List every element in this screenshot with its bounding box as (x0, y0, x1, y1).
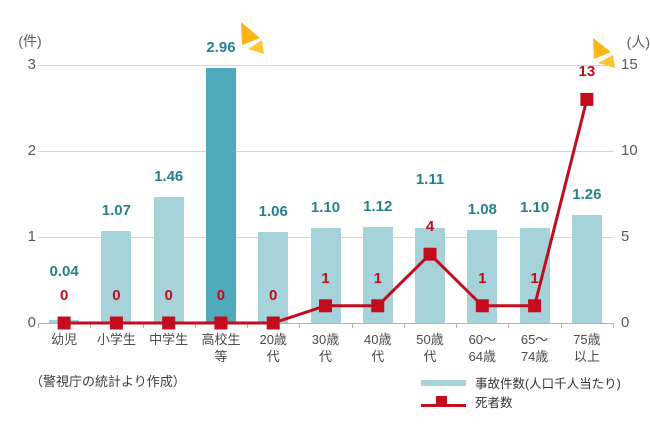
x-axis-tick (90, 323, 92, 328)
accident-rate-value-label: 1.26 (572, 185, 602, 203)
x-axis-category-label: 20歳 代 (259, 332, 287, 364)
x-axis-tick (456, 323, 458, 328)
legend-item-accidents: 事故件数(人口千人当たり) (421, 374, 621, 391)
x-axis-line (38, 323, 613, 324)
left-axis-tick: 0 (27, 314, 36, 331)
x-axis-tick (403, 323, 405, 328)
x-axis-tick (247, 323, 249, 328)
x-axis-tick (560, 323, 562, 328)
accident-rate-value-label: 1.07 (101, 201, 131, 219)
accident-rate-value-label: 0.04 (49, 262, 79, 280)
x-axis-tick (142, 323, 144, 328)
accident-rate-bar (101, 230, 132, 323)
deaths-value-label: 1 (373, 269, 382, 287)
x-axis-category-label: 高校生 等 (201, 332, 241, 364)
accent-arrow-icon (593, 38, 615, 68)
x-axis-category-label: 50歳 代 (416, 332, 444, 364)
legend-bar-swatch (421, 379, 466, 386)
left-axis-tick: 3 (27, 56, 36, 73)
accident-rate-bar (258, 231, 289, 323)
right-axis-unit: (人) (626, 34, 650, 50)
deaths-value-label: 4 (425, 218, 435, 236)
accident-rate-bar (153, 197, 184, 323)
x-axis-tick (38, 323, 39, 328)
legend-label-accidents: 事故件数(人口千人当たり) (475, 377, 621, 391)
deaths-value-label: 13 (578, 63, 596, 81)
x-axis-category-label: 75歳 以上 (573, 332, 601, 364)
left-axis-tick: 2 (27, 142, 36, 159)
right-axis-tick: 0 (621, 314, 630, 331)
x-axis-category-label: 幼児 (51, 332, 78, 347)
gridline (38, 151, 613, 152)
x-axis-category-label: 65〜 74歳 (520, 332, 549, 364)
x-axis-category-label: 40歳 代 (364, 332, 392, 364)
x-axis-category-label: 30歳 代 (311, 332, 340, 364)
x-axis-category-label: 60〜 64歳 (468, 332, 497, 364)
right-axis-tick: 15 (621, 56, 638, 73)
legend-item-deaths: 死者数 (421, 393, 621, 410)
right-axis-tick: 10 (621, 142, 638, 159)
accident-rate-value-label: 1.11 (415, 170, 445, 188)
deaths-marker (580, 92, 594, 106)
left-axis-unit: (件) (18, 33, 42, 49)
legend: 事故件数(人口千人当たり) 死者数 (421, 374, 621, 412)
right-axis-tick: 5 (621, 228, 630, 245)
x-axis-tick (299, 323, 301, 328)
x-axis-category-label: 小学生 (96, 332, 136, 347)
x-axis-category-label: 中学生 (149, 332, 189, 347)
deaths-value-label: 0 (269, 287, 278, 304)
legend-label-deaths: 死者数 (475, 396, 513, 410)
legend-line-swatch (421, 395, 466, 409)
accident-rate-bar (205, 68, 236, 323)
left-axis-tick: 1 (27, 228, 36, 245)
x-axis-tick (194, 323, 196, 328)
x-axis-tick (613, 323, 614, 328)
accident-rate-value-label: 1.12 (363, 197, 393, 215)
source-note: （警視庁の統計より作成） (30, 374, 186, 389)
accident-rate-value-label: 2.96 (206, 39, 236, 57)
accident-rate-bar (571, 214, 602, 323)
accent-arrow-icon (241, 22, 264, 54)
deaths-value-label: 0 (59, 287, 69, 304)
deaths-value-label: 1 (530, 269, 539, 287)
gridline (38, 65, 613, 66)
accident-rate-value-label: 1.46 (154, 168, 184, 186)
x-axis-tick (508, 323, 510, 328)
accident-rate-bar (415, 227, 446, 323)
x-axis-tick (351, 323, 353, 328)
